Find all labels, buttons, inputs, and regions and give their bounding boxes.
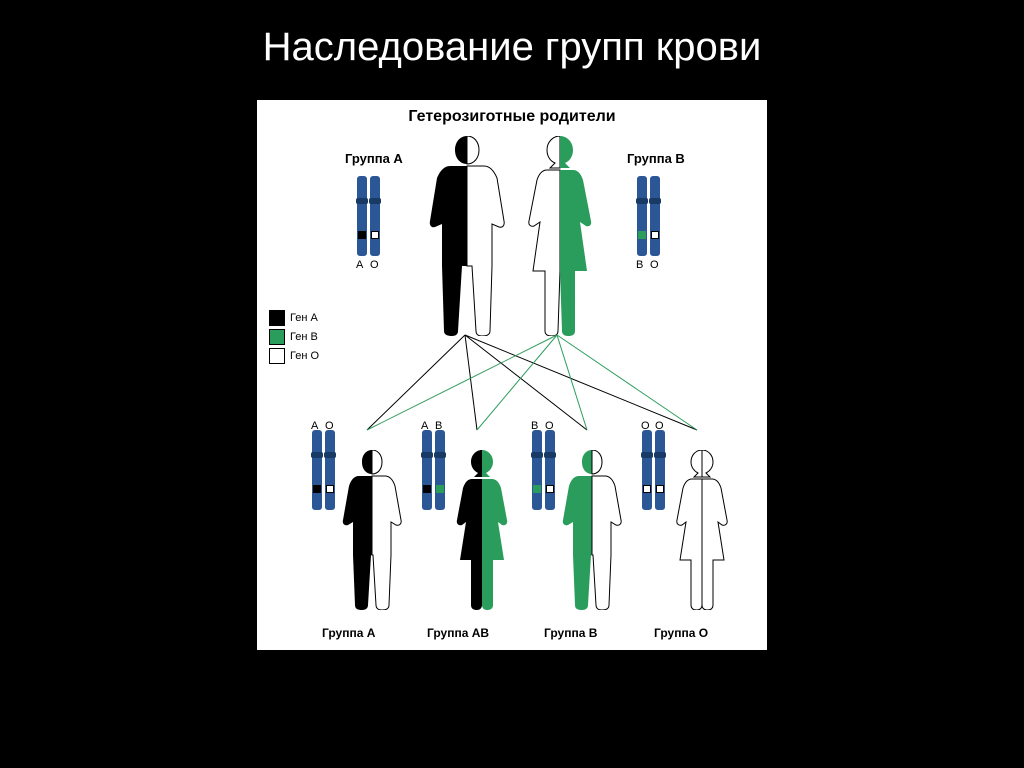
chromosome-icon — [422, 430, 432, 510]
chromosome-icon — [545, 430, 555, 510]
mother-allele-b: В — [636, 259, 643, 271]
chromosome-icon — [637, 176, 647, 256]
gene-marker-o — [643, 485, 651, 493]
parents-row: Группа А Группа В А О В О — [257, 131, 767, 361]
chromosome-icon — [655, 430, 665, 510]
gene-marker-b — [436, 485, 444, 493]
child2-chromosomes — [532, 430, 555, 510]
child1-silhouette-icon — [447, 450, 517, 610]
child1-allele-r: В — [435, 420, 442, 432]
gene-marker-a — [358, 231, 366, 239]
legend-label-a: Ген А — [290, 312, 318, 324]
legend-item-a: Ген А — [269, 310, 319, 326]
inheritance-diagram: Гетерозиготные родители Группа А Группа … — [257, 100, 767, 650]
legend: Ген А Ген В Ген О — [269, 310, 319, 367]
gene-marker-a — [423, 485, 431, 493]
child1-label: Группа АВ — [427, 626, 489, 640]
mother-label: Группа В — [627, 151, 685, 166]
chromosome-icon — [650, 176, 660, 256]
child3-chromosomes — [642, 430, 665, 510]
gene-marker-b — [533, 485, 541, 493]
gene-marker-o — [656, 485, 664, 493]
child2-allele-l: В — [531, 420, 538, 432]
chromosome-icon — [312, 430, 322, 510]
father-label: Группа А — [345, 151, 403, 166]
child1-chromosomes — [422, 430, 445, 510]
chromosome-icon — [357, 176, 367, 256]
legend-swatch-a — [269, 310, 285, 326]
father-allele-o: О — [370, 259, 379, 271]
slide: Наследование групп крови Гетерозиготные … — [0, 0, 1024, 768]
gene-marker-o — [651, 231, 659, 239]
father-silhouette-icon — [422, 136, 512, 336]
child3-label: Группа О — [654, 626, 708, 640]
chromosome-icon — [325, 430, 335, 510]
child2-label: Группа В — [544, 626, 597, 640]
chromosome-icon — [532, 430, 542, 510]
child3-allele-r: О — [655, 420, 664, 432]
mother-allele-o: О — [650, 259, 659, 271]
legend-item-b: Ген В — [269, 329, 319, 345]
legend-swatch-b — [269, 329, 285, 345]
child0-silhouette-icon — [337, 450, 407, 610]
gene-marker-o — [546, 485, 554, 493]
legend-label-o: Ген О — [290, 350, 319, 362]
diagram-subtitle: Гетерозиготные родители — [257, 108, 767, 126]
child2-allele-r: О — [545, 420, 554, 432]
child3-silhouette-icon — [667, 450, 737, 610]
child2-silhouette-icon — [557, 450, 627, 610]
mother-chromosomes — [637, 176, 660, 256]
mother-silhouette-icon — [515, 136, 605, 336]
legend-item-o: Ген О — [269, 348, 319, 364]
gene-marker-a — [313, 485, 321, 493]
chromosome-icon — [435, 430, 445, 510]
child0-allele-r: О — [325, 420, 334, 432]
child0-allele-l: А — [311, 420, 318, 432]
legend-label-b: Ген В — [290, 331, 318, 343]
slide-title: Наследование групп крови — [0, 0, 1024, 70]
legend-swatch-o — [269, 348, 285, 364]
child0-label: Группа А — [322, 626, 375, 640]
father-allele-a: А — [356, 259, 363, 271]
father-chromosomes — [357, 176, 380, 256]
children-row: А О А В В О О О — [257, 420, 767, 640]
gene-marker-b — [638, 231, 646, 239]
child3-allele-l: О — [641, 420, 650, 432]
child1-allele-l: А — [421, 420, 428, 432]
chromosome-icon — [642, 430, 652, 510]
gene-marker-o — [326, 485, 334, 493]
gene-marker-o — [371, 231, 379, 239]
child0-chromosomes — [312, 430, 335, 510]
chromosome-icon — [370, 176, 380, 256]
